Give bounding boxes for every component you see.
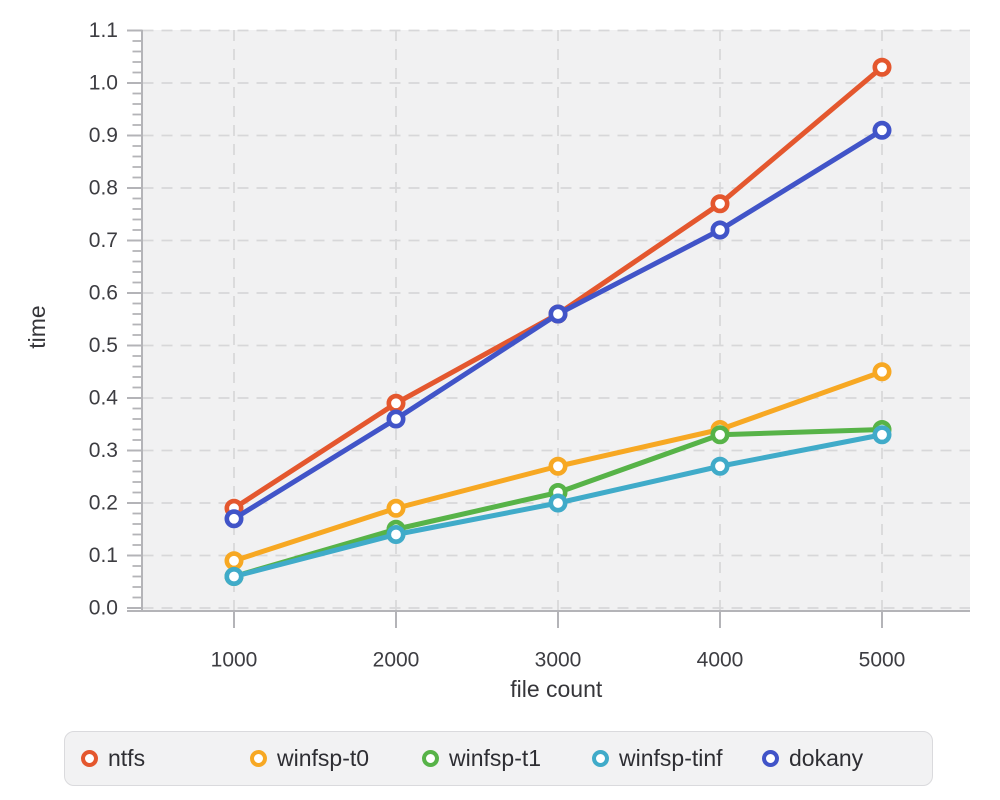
data-point-winfsp-t0 [386, 498, 406, 518]
x-tick-label: 5000 [859, 649, 906, 672]
winfsp-tinf-marker-icon [592, 750, 609, 767]
data-point-winfsp-t0 [872, 362, 892, 382]
data-point-dokany [872, 120, 892, 140]
x-tick-label: 3000 [535, 649, 582, 672]
legend: ntfs winfsp-t0 winfsp-t1 winfsp-tinf dok… [64, 731, 933, 786]
legend-item-dokany[interactable]: dokany [762, 732, 863, 785]
legend-label: ntfs [108, 745, 146, 771]
y-tick-label: 0.5 [89, 334, 118, 357]
y-tick-label: 1.0 [89, 72, 118, 95]
data-point-winfsp-t1 [710, 425, 730, 445]
data-point-ntfs [386, 393, 406, 413]
y-tick-label: 0.8 [89, 177, 118, 200]
data-point-winfsp-t0 [548, 456, 568, 476]
legend-item-winfsp-t1[interactable]: winfsp-t1 [422, 732, 541, 785]
legend-item-winfsp-tinf[interactable]: winfsp-tinf [592, 732, 723, 785]
x-tick-label: 1000 [211, 649, 258, 672]
winfsp-t1-marker-icon [422, 750, 439, 767]
y-tick-label: 1.1 [89, 19, 118, 42]
data-point-winfsp-tinf [224, 566, 244, 586]
y-tick-label: 0.7 [89, 229, 118, 252]
legend-item-ntfs[interactable]: ntfs [81, 732, 145, 785]
y-tick-label: 0.4 [89, 387, 119, 410]
legend-label: winfsp-t1 [449, 745, 542, 771]
data-point-winfsp-tinf [872, 425, 892, 445]
y-tick-label: 0.9 [89, 124, 118, 147]
data-point-winfsp-tinf [386, 524, 406, 544]
y-tick-label: 0.2 [89, 492, 118, 515]
legend-item-winfsp-t0[interactable]: winfsp-t0 [250, 732, 369, 785]
y-tick-label: 0.6 [89, 282, 118, 305]
legend-label: winfsp-tinf [619, 745, 723, 771]
data-point-dokany [386, 409, 406, 429]
y-tick-label: 0.0 [89, 597, 118, 620]
x-tick-label: 4000 [697, 649, 744, 672]
data-point-dokany [710, 220, 730, 240]
x-axis-title: file count [510, 676, 603, 702]
data-point-winfsp-tinf [710, 456, 730, 476]
winfsp-t0-marker-icon [250, 750, 267, 767]
x-tick-label: 2000 [373, 649, 420, 672]
data-point-ntfs [710, 194, 730, 214]
legend-label: dokany [789, 745, 864, 771]
data-point-dokany [224, 509, 244, 529]
legend-label: winfsp-t0 [277, 745, 370, 771]
y-tick-label: 0.3 [89, 439, 118, 462]
y-tick-label: 0.1 [89, 544, 118, 567]
y-axis-title: time [24, 305, 50, 348]
line-chart: 0.0 0.1 0.2 0.3 0.4 0.5 0.6 0.7 0.8 0.9 1.0 1.1 1000… [24, 19, 970, 702]
data-point-winfsp-tinf [548, 493, 568, 513]
ntfs-marker-icon [81, 750, 98, 767]
dokany-marker-icon [762, 750, 779, 767]
data-point-ntfs [872, 57, 892, 77]
data-point-dokany [548, 304, 568, 324]
data-point-winfsp-t0 [224, 551, 244, 571]
